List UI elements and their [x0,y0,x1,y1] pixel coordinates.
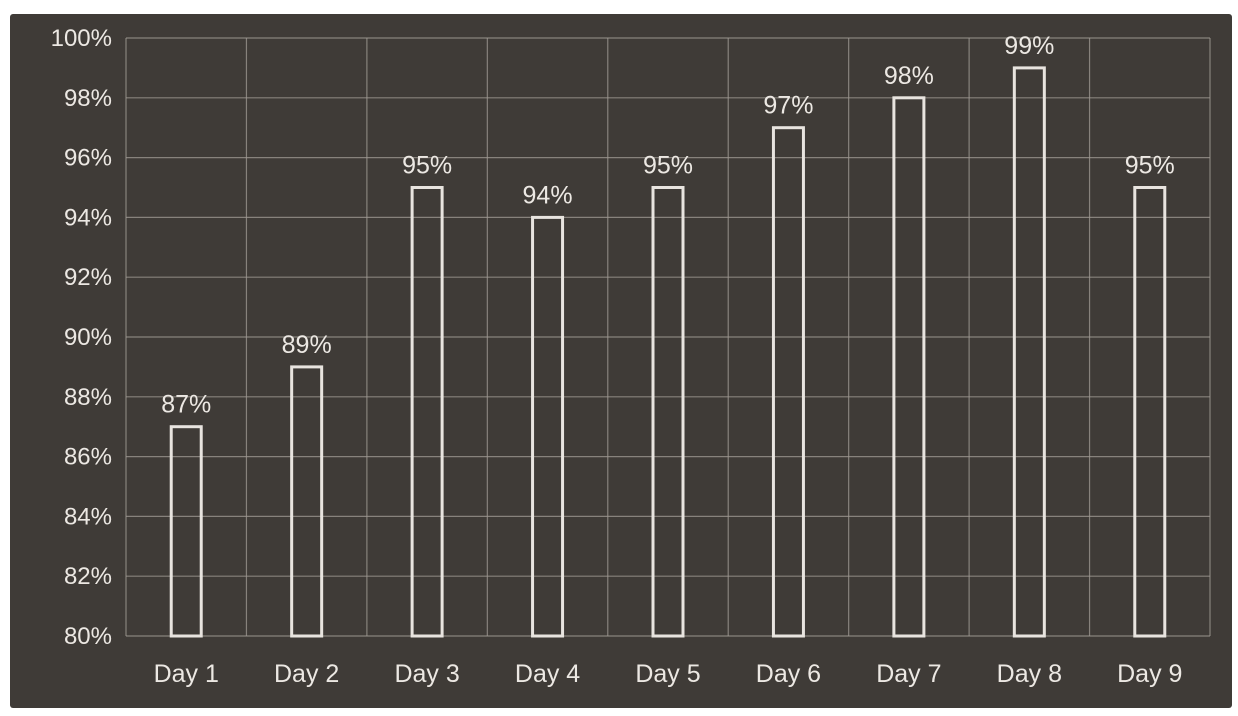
y-tick-label: 80% [64,623,112,650]
data-label: 97% [763,92,813,120]
bar [892,96,926,638]
y-tick-label: 100% [51,25,112,52]
bar [771,126,805,638]
data-label: 87% [161,391,211,419]
bar [531,215,565,638]
x-axis-categories: Day 1 Day 2 Day 3 Day 4 Day 5 Day 6 Day 7 Day 8… [154,660,1183,688]
data-label: 98% [884,62,934,90]
y-tick-label: 86% [64,444,112,471]
bars [169,66,1167,638]
x-category-label: Day 8 [997,660,1062,688]
x-category-label: Day 9 [1117,660,1182,688]
x-category-label: Day 3 [394,660,459,688]
bar [1012,66,1046,638]
data-label: 95% [1125,152,1175,180]
x-category-label: Day 5 [635,660,700,688]
x-category-label: Day 7 [876,660,941,688]
y-tick-label: 88% [64,384,112,411]
data-label: 89% [282,331,332,359]
y-axis-ticks: 80% 82% 84% 86% 88% 90% 92% 94% 96% 98% 100% [51,25,112,650]
y-tick-label: 92% [64,264,112,291]
data-label: 95% [643,152,693,180]
data-label: 99% [1004,32,1054,60]
bar [651,186,685,638]
y-tick-label: 82% [64,563,112,590]
bar [290,365,324,638]
x-category-label: Day 4 [515,660,580,688]
bar [410,186,444,638]
y-tick-label: 96% [64,145,112,172]
x-category-label: Day 2 [274,660,339,688]
y-tick-label: 84% [64,503,112,530]
bar [169,425,203,638]
chart-background [10,14,1232,708]
data-labels: 87% 89% 95% 94% 95% 97% 98% 99% 95% [161,32,1175,419]
x-category-label: Day 6 [756,660,821,688]
y-tick-label: 94% [64,204,112,231]
data-label: 94% [523,181,573,209]
bar [1133,186,1167,638]
y-tick-label: 90% [64,324,112,351]
x-category-label: Day 1 [154,660,219,688]
y-tick-label: 98% [64,85,112,112]
data-label: 95% [402,152,452,180]
grid [125,37,1211,637]
